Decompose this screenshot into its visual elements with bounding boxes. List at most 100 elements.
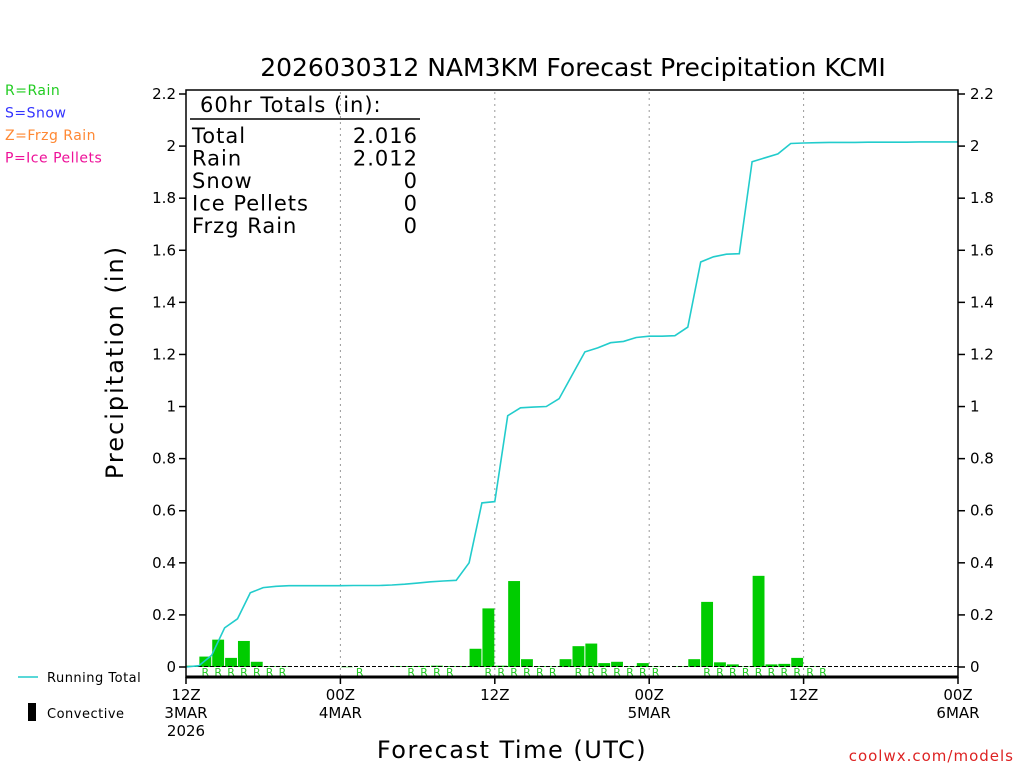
precip-bar xyxy=(559,659,572,667)
ptype-marker: R xyxy=(433,666,441,679)
y-axis-label: Precipitation (in) xyxy=(101,245,129,479)
precip-bar xyxy=(340,666,353,668)
y-tick-label-right: 0.8 xyxy=(970,450,994,468)
x-tick-label: 00Z xyxy=(326,686,355,704)
ptype-marker: R xyxy=(613,666,621,679)
precip-bar xyxy=(778,663,791,667)
ptype-marker: R xyxy=(420,666,428,679)
y-axis-right: 0 0.2 0.4 0.6 0.8 1 1.2 1.4 1.6 1.8 2 2.2 xyxy=(958,85,994,676)
precip-bar xyxy=(418,665,430,667)
ptype-marker: R xyxy=(510,666,518,679)
precip-bar xyxy=(636,663,649,667)
ptype-marker: R xyxy=(600,666,608,679)
totals-heading: 60hr Totals (in): xyxy=(200,93,382,117)
precip-bar xyxy=(469,648,482,667)
ptype-marker: R xyxy=(819,666,827,679)
precip-bar xyxy=(623,666,636,667)
precip-bar xyxy=(752,575,765,667)
ptype-marker: R xyxy=(279,666,287,679)
precip-bar xyxy=(701,601,714,667)
ptype-marker: R xyxy=(652,666,660,679)
x-tick-label: 12Z xyxy=(480,686,509,704)
ptype-marker: R xyxy=(729,666,737,679)
ptype-marker: R xyxy=(639,666,647,679)
ptype-marker: R xyxy=(575,666,583,679)
ptype-marker: R xyxy=(485,666,493,679)
y-axis-left: 0 0.2 0.4 0.6 0.8 1 1.2 1.4 1.6 1.8 2 2.2 xyxy=(152,85,186,676)
y-tick-label-left: 1 xyxy=(166,398,176,416)
precip-bar xyxy=(791,657,804,667)
y-tick-label-left: 1.4 xyxy=(152,293,176,311)
totals-box: 60hr Totals (in): Total 2.016 Rain 2.012 Sno… xyxy=(190,93,420,238)
precip-bar xyxy=(598,663,611,667)
y-tick-label-right: 2 xyxy=(970,137,980,155)
ptype-marker: R xyxy=(806,666,814,679)
y-tick-label-right: 1.8 xyxy=(970,189,994,207)
x-tick-label: 00Z xyxy=(943,686,972,704)
ptype-marker: R xyxy=(768,666,776,679)
ptype-marker: R xyxy=(253,666,261,679)
x-axis-label: Forecast Time (UTC) xyxy=(377,736,647,764)
totals-row-value: 2.012 xyxy=(353,147,418,171)
precip-bar xyxy=(225,657,237,667)
precip-bar xyxy=(482,608,495,667)
precip-bar xyxy=(263,666,276,667)
totals-row-value: 0 xyxy=(404,169,418,193)
ptype-marker: R xyxy=(266,666,274,679)
y-tick-label-right: 1.2 xyxy=(970,345,994,363)
y-tick-label-left: 1.6 xyxy=(152,241,176,259)
totals-row-label: Snow xyxy=(192,169,253,193)
ptype-marker: R xyxy=(356,666,364,679)
precip-bar xyxy=(237,640,250,667)
y-tick-label-left: 0.4 xyxy=(152,554,176,572)
plot-frame xyxy=(185,89,959,678)
x-tick-label: 2026 xyxy=(167,722,205,740)
ptype-marker: R xyxy=(536,666,544,679)
y-tick-label-right: 0 xyxy=(970,658,980,676)
ptype-marker: R xyxy=(587,666,595,679)
ptype-marker: R xyxy=(755,666,763,679)
y-tick-label-left: 2 xyxy=(166,137,176,155)
totals-row-value: 0 xyxy=(404,192,418,216)
ptype-marker: R xyxy=(626,666,634,679)
y-tick-label-left: 1.8 xyxy=(152,189,176,207)
hourly-precip-bars xyxy=(186,575,816,668)
x-tick-label: 3MAR xyxy=(164,704,207,722)
precip-bar xyxy=(533,666,546,667)
convective-legend-label: Convective xyxy=(47,707,125,722)
ptype-marker: R xyxy=(780,666,788,679)
precip-bar xyxy=(726,664,739,667)
y-tick-label-right: 1 xyxy=(970,398,980,416)
type-legend-item: Z=Frzg Rain xyxy=(5,128,96,144)
totals-row-value: 0 xyxy=(404,214,418,238)
convective-legend-swatch xyxy=(28,703,36,721)
precip-bar xyxy=(430,665,443,667)
precip-bar xyxy=(443,666,456,667)
ptype-marker: R xyxy=(793,666,801,679)
totals-row-label: Frzg Rain xyxy=(192,214,297,238)
precip-bar xyxy=(585,643,598,667)
y-tick-label-left: 0.6 xyxy=(152,502,176,520)
y-tick-label-left: 0.2 xyxy=(152,606,176,624)
precip-bar xyxy=(765,664,778,667)
ptype-marker: R xyxy=(240,666,248,679)
x-tick-label: 12Z xyxy=(789,686,818,704)
chart-title: 2026030312 NAM3KM Forecast Precipitation… xyxy=(260,53,886,82)
grid-lines xyxy=(339,92,805,677)
precip-bar xyxy=(714,662,726,667)
ptype-marker: R xyxy=(523,666,531,679)
type-legend-item: R=Rain xyxy=(5,83,60,99)
precip-bar xyxy=(199,656,212,667)
x-tick-label: 6MAR xyxy=(936,704,979,722)
precip-type-legend: R=Rain S=Snow Z=Frzg Rain P=Ice Pellets xyxy=(5,83,102,167)
precip-bar xyxy=(611,661,623,667)
ptype-marker: R xyxy=(716,666,724,679)
precip-bar xyxy=(250,661,263,667)
credit-text: coolwx.com/models xyxy=(849,747,1014,765)
totals-row-label: Ice Pellets xyxy=(192,192,309,216)
precip-bar xyxy=(212,639,225,667)
y-tick-label-right: 0.2 xyxy=(970,606,994,624)
running-total-legend-label: Running Total xyxy=(47,671,141,686)
